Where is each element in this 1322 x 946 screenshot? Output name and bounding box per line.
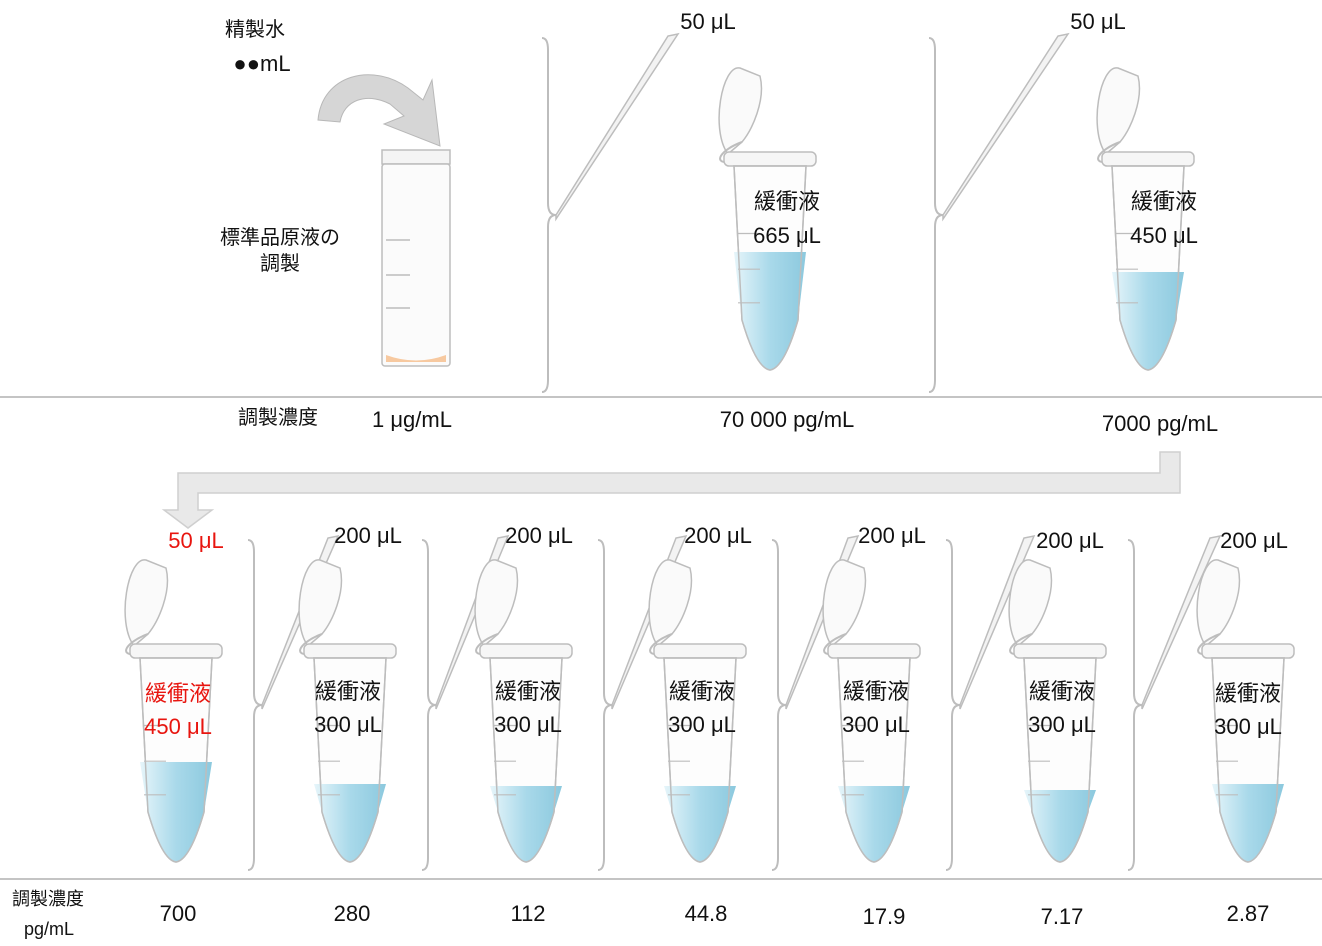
transfer-line <box>942 32 1070 222</box>
tube-liquid <box>1024 790 1096 862</box>
water-amount: ●●mL <box>233 51 291 76</box>
top-buffer-volume-2: 665 μL <box>753 223 821 248</box>
tube-liquid <box>490 786 562 862</box>
bottom-transfer-volume-3: 200 μL <box>505 523 573 548</box>
tube-outline <box>1111 165 1185 371</box>
tube-liquid <box>314 784 386 862</box>
bottom-buffer-volume-5: 300 μL <box>842 712 910 737</box>
transfer-brace <box>247 539 263 871</box>
transfer-brace <box>928 37 944 393</box>
tube-lid <box>648 559 693 648</box>
vial-pellet <box>386 355 446 362</box>
tube-outline <box>663 657 737 863</box>
bottom-buffer-volume-4: 300 μL <box>668 712 736 737</box>
tube-rim <box>1013 643 1107 659</box>
tube-rim <box>1101 151 1195 167</box>
bottom-buffer-volume-7: 300 μL <box>1214 714 1282 739</box>
bottom-buffer-name-5: 緩衝液 <box>842 679 910 704</box>
tube-liquid <box>734 252 806 370</box>
tube-outline <box>1211 657 1285 863</box>
transfer-brace <box>597 539 613 871</box>
tube-liquid <box>1212 784 1284 862</box>
top-concentration-title: 調製濃度 <box>238 407 318 429</box>
stock-label-line-2: 調製 <box>260 253 300 275</box>
tube-lid <box>1096 67 1141 156</box>
top-buffer-volume-3: 450 μL <box>1130 223 1198 248</box>
bottom-transfer-volume-7: 200 μL <box>1220 528 1288 553</box>
tube-rim <box>827 643 921 659</box>
bottom-transfer-volume-6: 200 μL <box>1036 528 1104 553</box>
tube-liquid <box>140 762 212 862</box>
tube-lid <box>298 559 343 648</box>
tube-outline <box>139 657 213 863</box>
tube-rim <box>479 643 573 659</box>
tube-liquid <box>838 786 910 862</box>
bottom-buffer-name-7: 緩衝液 <box>1214 681 1282 706</box>
tube-rim <box>723 151 817 167</box>
top-concentration-1: 1 μg/mL <box>372 407 452 432</box>
bottom-concentration-6: 7.17 <box>1040 904 1084 929</box>
bottom-buffer-name-4: 緩衝液 <box>668 679 736 704</box>
tube-lid <box>718 67 763 156</box>
top-concentration-2: 70 000 pg/mL <box>719 407 855 432</box>
bottom-transfer-volume-1: 50 μL <box>168 528 224 553</box>
bottom-transfer-volume-4: 200 μL <box>684 523 752 548</box>
tube-liquid <box>1112 272 1184 370</box>
bottom-buffer-name-1: 緩衝液 <box>144 681 212 706</box>
bottom-buffer-volume-3: 300 μL <box>494 712 562 737</box>
bottom-buffer-volume-1: 450 μL <box>144 714 212 739</box>
bottom-buffer-volume-6: 300 μL <box>1028 712 1096 737</box>
tube-outline <box>313 657 387 863</box>
bottom-buffer-volume-2: 300 μL <box>314 712 382 737</box>
connector-arrow <box>161 451 1181 529</box>
tube-lid <box>124 559 169 648</box>
tube-lid <box>1196 559 1241 648</box>
bottom-concentration-title: 調製濃度 <box>12 889 84 909</box>
tube-rim <box>1201 643 1295 659</box>
transfer-line <box>555 32 680 222</box>
bottom-concentration-4: 44.8 <box>684 901 728 926</box>
transfer-line <box>1141 534 1222 710</box>
bottom-buffer-name-2: 緩衝液 <box>314 679 382 704</box>
stock-label-line-1: 標準品原液の <box>220 227 340 249</box>
transfer-brace <box>541 37 557 393</box>
tube-rim <box>129 643 223 659</box>
water-name: 精製水 <box>225 19 285 41</box>
transfer-brace <box>771 539 787 871</box>
top-buffer-name-2: 緩衝液 <box>753 189 821 214</box>
bottom-buffer-name-3: 緩衝液 <box>494 679 562 704</box>
bottom-concentration-unit: pg/mL <box>24 919 75 939</box>
tube-liquid <box>664 786 736 862</box>
tube-outline <box>837 657 911 863</box>
top-transfer-volume-3: 50 μL <box>1070 9 1126 34</box>
tube-lid <box>474 559 519 648</box>
top-buffer-name-3: 緩衝液 <box>1130 189 1198 214</box>
bottom-concentration-7: 2.87 <box>1226 901 1270 926</box>
tube-lid <box>822 559 867 648</box>
tube-outline <box>1023 657 1097 863</box>
bottom-transfer-volume-5: 200 μL <box>858 523 926 548</box>
tube-outline <box>733 165 807 371</box>
top-concentration-3: 7000 pg/mL <box>1101 411 1219 436</box>
bottom-concentration-2: 280 <box>333 901 371 926</box>
tube-rim <box>653 643 747 659</box>
bottom-transfer-volume-2: 200 μL <box>334 523 402 548</box>
water-pour-arrow <box>317 74 441 147</box>
bottom-buffer-name-6: 緩衝液 <box>1028 679 1096 704</box>
bottom-concentration-5: 17.9 <box>862 904 906 929</box>
transfer-brace <box>1127 539 1143 871</box>
transfer-brace <box>945 539 961 871</box>
tube-rim <box>303 643 397 659</box>
bottom-concentration-1: 700 <box>159 901 197 926</box>
top-transfer-volume-2: 50 μL <box>680 9 736 34</box>
tube-outline <box>489 657 563 863</box>
tube-lid <box>1008 559 1053 648</box>
bottom-concentration-3: 112 <box>510 901 546 926</box>
vial-cap <box>381 149 451 165</box>
transfer-brace <box>421 539 437 871</box>
stock-vial <box>381 163 451 367</box>
